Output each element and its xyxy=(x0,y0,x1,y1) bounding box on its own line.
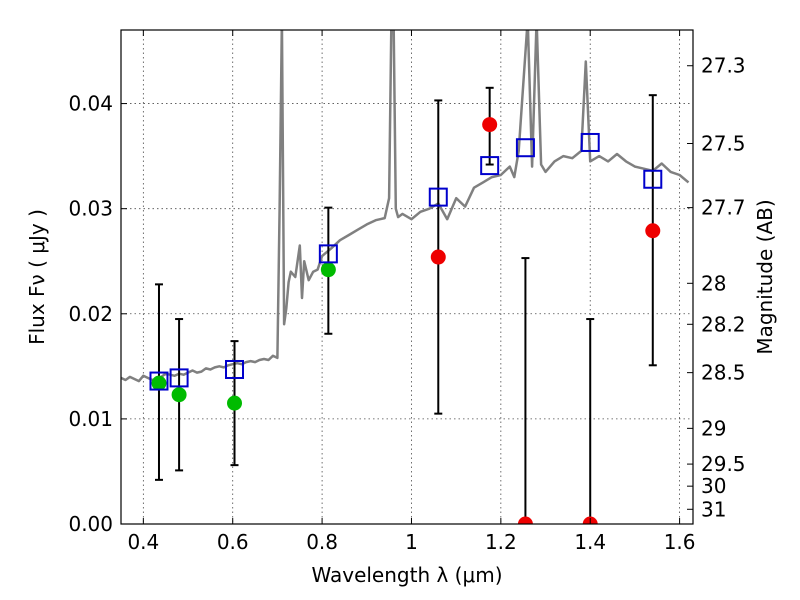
hst-point xyxy=(517,516,533,524)
ground-point xyxy=(320,262,336,278)
ground-point xyxy=(171,387,187,403)
ground-point xyxy=(227,395,243,411)
axes: 0.4 0.6 0.8 1 1.2 1.4 1.6 0.00 0.01 0.02 0.03 0.04 2… xyxy=(68,30,746,554)
y2-tick-label: 29.5 xyxy=(701,452,746,476)
y2-tick-label: 31 xyxy=(701,497,726,521)
y2-tick-label: 27.7 xyxy=(701,196,746,220)
y2-axis-label: Magnitude (AB) xyxy=(753,199,777,354)
y-tick-label: 0.00 xyxy=(68,512,113,536)
x-axis-label: Wavelength λ (μm) xyxy=(311,563,502,587)
model-square xyxy=(428,187,448,207)
x-tick-label: 0.4 xyxy=(127,530,159,554)
y-tick-label: 0.04 xyxy=(68,92,113,116)
model-square xyxy=(480,156,500,176)
hst-point xyxy=(430,249,446,265)
y2-tick-label: 28 xyxy=(701,271,726,295)
model-square xyxy=(515,138,535,158)
x-tick-label: 0.6 xyxy=(217,530,249,554)
model-square xyxy=(318,244,338,264)
sed-line xyxy=(121,30,690,383)
model-square xyxy=(643,169,663,189)
y-tick-label: 0.01 xyxy=(68,407,113,431)
x-tick-label: 1.6 xyxy=(664,530,696,554)
plot-area xyxy=(121,30,690,524)
model-square xyxy=(580,132,600,152)
model-square xyxy=(169,368,189,388)
x-tick-label: 1.4 xyxy=(574,530,606,554)
x-tick-label: 0.8 xyxy=(306,530,338,554)
y2-tick-label: 28.5 xyxy=(701,361,746,385)
model-square xyxy=(149,371,169,391)
ground-point xyxy=(151,375,167,391)
y2-tick-label: 27.3 xyxy=(701,54,746,78)
model-square xyxy=(225,359,245,379)
y-tick-label: 0.02 xyxy=(68,302,113,326)
x-tick-label: 1.2 xyxy=(485,530,517,554)
y2-tick-label: 30 xyxy=(701,474,726,498)
y-tick-label: 0.03 xyxy=(68,197,113,221)
plot-frame xyxy=(120,29,694,525)
x-tick-label: 1 xyxy=(405,530,418,554)
hst-point xyxy=(482,117,498,133)
y-axis-label: Flux Fν ( μJy ) xyxy=(25,209,49,345)
y2-tick-label: 29 xyxy=(701,416,726,440)
y2-tick-label: 27.5 xyxy=(701,132,746,156)
hst-point xyxy=(645,223,661,239)
y2-tick-label: 28.2 xyxy=(701,312,746,336)
